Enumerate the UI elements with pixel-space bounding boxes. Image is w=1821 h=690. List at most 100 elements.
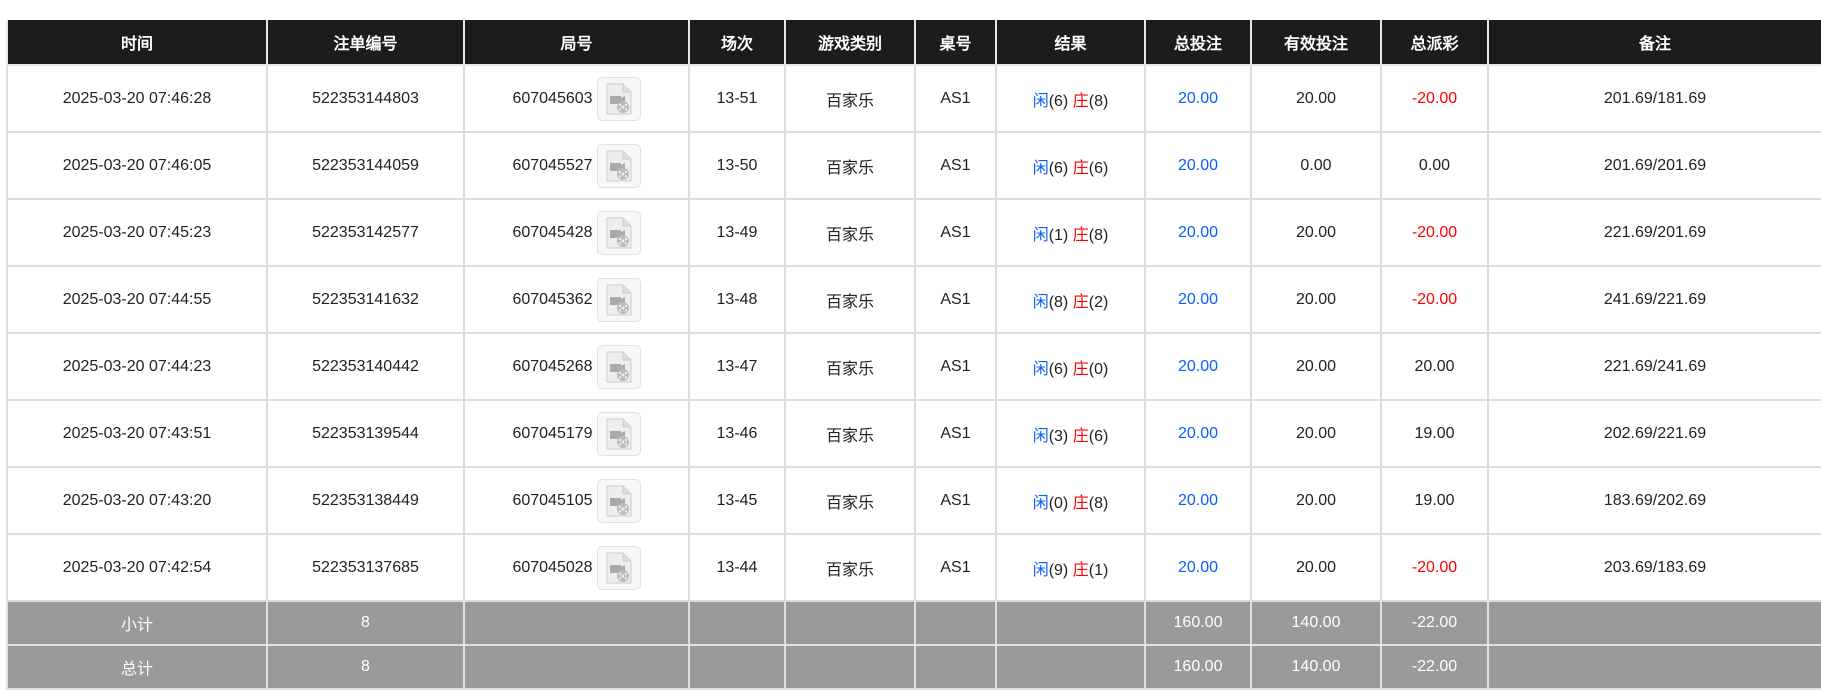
round-number-cell: 607045179 (463, 399, 690, 468)
table-header-row: 时间 注单编号 局号 场次 游戏类别 桌号 结果 总投注 有效投注 总派彩 备注 (6, 20, 1821, 66)
valid-bet-cell: 20.00 (1250, 466, 1382, 535)
banker-label: 庄 (1072, 293, 1089, 311)
column-header-total-payout: 总派彩 (1380, 20, 1489, 66)
order-number-cell: 522353138449 (266, 466, 465, 535)
round-number: 607045527 (512, 156, 593, 174)
time-cell: 2025-03-20 07:46:28 (6, 64, 268, 133)
total-bet-cell: 20.00 (1144, 265, 1252, 334)
note-cell: 201.69/181.69 (1487, 64, 1821, 133)
video-file-icon[interactable] (596, 344, 641, 389)
note-cell: 203.69/183.69 (1487, 533, 1821, 602)
subtotal-payout: -22.00 (1380, 600, 1489, 646)
round-number-cell: 607045268 (463, 332, 690, 401)
total-bet: 160.00 (1144, 644, 1252, 690)
banker-label: 庄 (1072, 427, 1089, 445)
round-number-cell: 607045028 (463, 533, 690, 602)
valid-bet-cell: 20.00 (1250, 332, 1382, 401)
table-row: 2025-03-20 07:44:23 522353140442 6070452… (6, 332, 1821, 401)
valid-bet-cell: 20.00 (1250, 399, 1382, 468)
banker-score: (1) (1088, 561, 1109, 579)
time-cell: 2025-03-20 07:42:54 (6, 533, 268, 602)
player-score: (3) (1048, 427, 1069, 445)
order-number-cell: 522353139544 (266, 399, 465, 468)
session-cell: 13-50 (688, 131, 786, 200)
session-cell: 13-51 (688, 64, 786, 133)
round-number: 607045179 (512, 424, 593, 442)
table-number-cell: AS1 (914, 265, 997, 334)
session-cell: 13-44 (688, 533, 786, 602)
column-header-valid-bet: 有效投注 (1250, 20, 1382, 66)
banker-label: 庄 (1072, 561, 1089, 579)
round-number: 607045028 (512, 558, 593, 576)
column-header-session: 场次 (688, 20, 786, 66)
valid-bet-cell: 20.00 (1250, 265, 1382, 334)
player-score: (6) (1048, 159, 1069, 177)
time-cell: 2025-03-20 07:45:23 (6, 198, 268, 267)
note-cell: 221.69/241.69 (1487, 332, 1821, 401)
session-cell: 13-46 (688, 399, 786, 468)
table-row: 2025-03-20 07:46:05 522353144059 6070455… (6, 131, 1821, 200)
time-cell: 2025-03-20 07:43:20 (6, 466, 268, 535)
note-cell: 202.69/221.69 (1487, 399, 1821, 468)
video-file-icon[interactable] (596, 411, 641, 456)
subtotal-row: 小计 8 160.00 140.00 -22.00 (6, 600, 1821, 646)
video-file-icon[interactable] (596, 478, 641, 523)
video-file-icon[interactable] (596, 277, 641, 322)
note-cell: 221.69/201.69 (1487, 198, 1821, 267)
order-number-cell: 522353141632 (266, 265, 465, 334)
round-number: 607045603 (512, 89, 593, 107)
round-number-cell: 607045428 (463, 198, 690, 267)
table-number-cell: AS1 (914, 64, 997, 133)
table-row: 2025-03-20 07:46:28 522353144803 6070456… (6, 64, 1821, 133)
result-cell: 闲(6) 庄(0) (995, 332, 1146, 401)
table-number-cell: AS1 (914, 198, 997, 267)
player-label: 闲 (1032, 360, 1049, 378)
payout-cell: -20.00 (1380, 533, 1489, 602)
total-valid: 140.00 (1250, 644, 1382, 690)
game-type-cell: 百家乐 (784, 64, 916, 133)
player-label: 闲 (1032, 427, 1049, 445)
banker-score: (8) (1088, 92, 1109, 110)
banker-score: (0) (1088, 360, 1109, 378)
result-cell: 闲(8) 庄(2) (995, 265, 1146, 334)
note-cell: 183.69/202.69 (1487, 466, 1821, 535)
result-cell: 闲(6) 庄(8) (995, 64, 1146, 133)
game-type-cell: 百家乐 (784, 198, 916, 267)
round-number-cell: 607045105 (463, 466, 690, 535)
video-file-icon[interactable] (596, 545, 641, 590)
session-cell: 13-49 (688, 198, 786, 267)
time-cell: 2025-03-20 07:43:51 (6, 399, 268, 468)
result-cell: 闲(9) 庄(1) (995, 533, 1146, 602)
player-label: 闲 (1032, 293, 1049, 311)
video-file-icon[interactable] (596, 76, 641, 121)
order-number-cell: 522353137685 (266, 533, 465, 602)
column-header-total-bet: 总投注 (1144, 20, 1252, 66)
table-row: 2025-03-20 07:42:54 522353137685 6070450… (6, 533, 1821, 602)
table-row: 2025-03-20 07:45:23 522353142577 6070454… (6, 198, 1821, 267)
result-cell: 闲(1) 庄(8) (995, 198, 1146, 267)
payout-cell: 19.00 (1380, 466, 1489, 535)
banker-label: 庄 (1072, 92, 1089, 110)
payout-cell: -20.00 (1380, 265, 1489, 334)
table-number-cell: AS1 (914, 399, 997, 468)
player-score: (0) (1048, 494, 1069, 512)
banker-score: (6) (1088, 427, 1109, 445)
column-header-game-type: 游戏类别 (784, 20, 916, 66)
total-bet-cell: 20.00 (1144, 399, 1252, 468)
table-number-cell: AS1 (914, 533, 997, 602)
banker-score: (8) (1088, 494, 1109, 512)
table-row: 2025-03-20 07:43:20 522353138449 6070451… (6, 466, 1821, 535)
session-cell: 13-47 (688, 332, 786, 401)
game-type-cell: 百家乐 (784, 332, 916, 401)
video-file-icon[interactable] (596, 143, 641, 188)
round-number-cell: 607045603 (463, 64, 690, 133)
video-file-icon[interactable] (596, 210, 641, 255)
order-number-cell: 522353144059 (266, 131, 465, 200)
player-score: (8) (1048, 293, 1069, 311)
banker-label: 庄 (1072, 494, 1089, 512)
session-cell: 13-45 (688, 466, 786, 535)
banker-score: (2) (1088, 293, 1109, 311)
payout-cell: 0.00 (1380, 131, 1489, 200)
total-bet-cell: 20.00 (1144, 64, 1252, 133)
payout-cell: 20.00 (1380, 332, 1489, 401)
